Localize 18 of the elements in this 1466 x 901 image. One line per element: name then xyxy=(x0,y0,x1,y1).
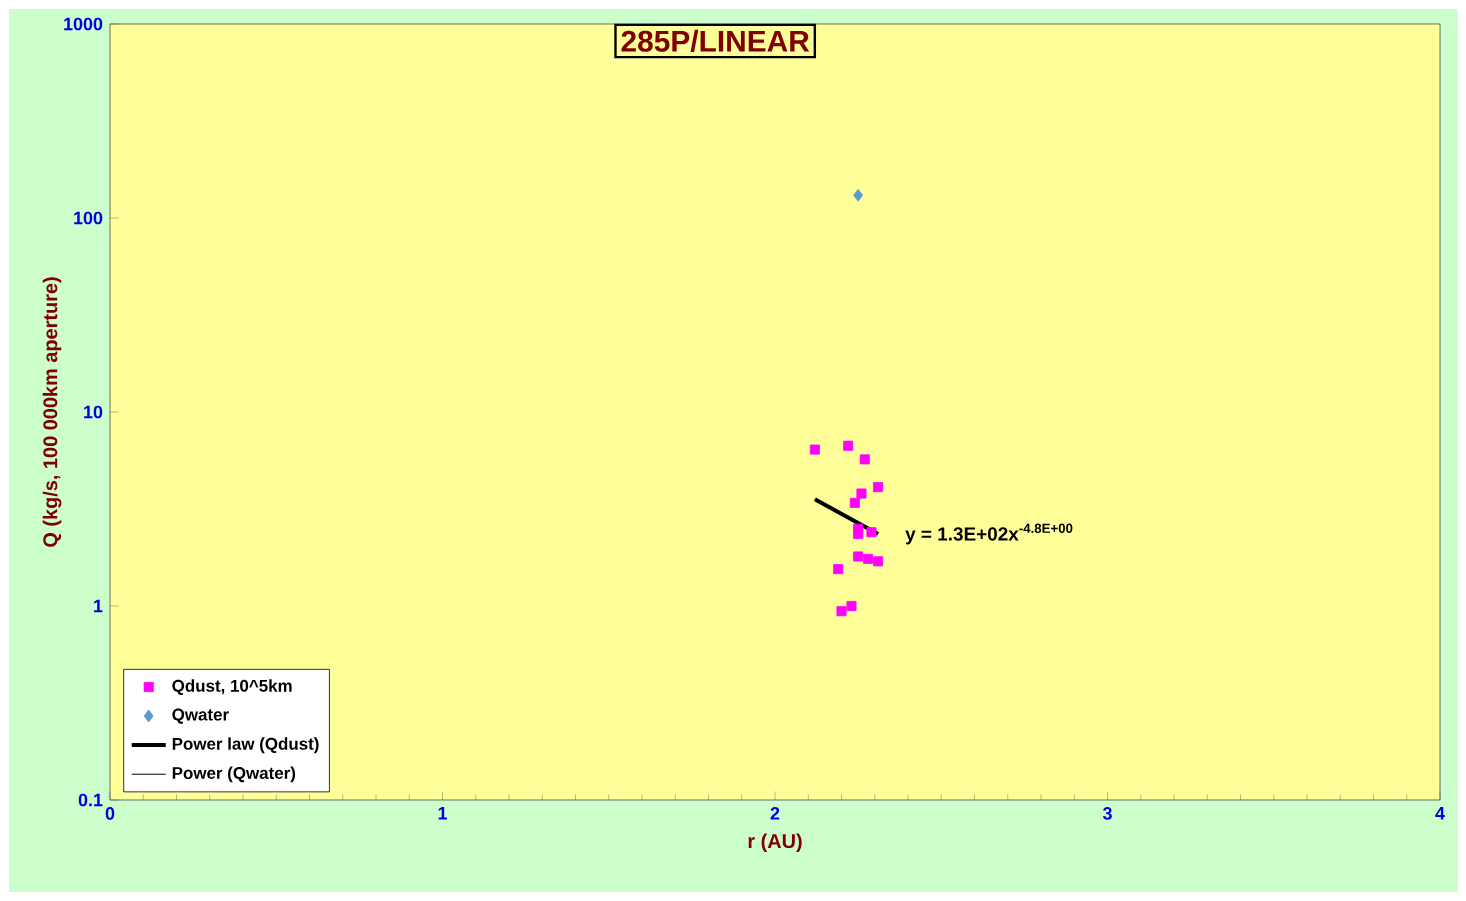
legend-label: Power (Qwater) xyxy=(172,766,296,783)
y-tick-label: 1 xyxy=(94,599,103,613)
legend-label: Qwater xyxy=(172,708,229,724)
x-tick-label: 3 xyxy=(1102,807,1112,820)
legend-label: Qdust, 10^5km xyxy=(172,679,292,695)
x-tick-label: 2 xyxy=(770,807,780,820)
x-tick-label: 0 xyxy=(105,807,115,820)
legend-label: Power law (Qdust) xyxy=(172,737,319,754)
y-tick-label: 1000 xyxy=(64,17,103,31)
annotation: y = 1.3E+02x$^{-4.8E+00}$ xyxy=(905,523,1073,545)
chart-title: 285P/LINEAR xyxy=(621,29,810,53)
y-tick-label: 100 xyxy=(74,211,103,225)
y-tick-label: 0.1 xyxy=(78,793,103,807)
x-tick-label: 1 xyxy=(438,807,447,820)
y-tick-label: 10 xyxy=(84,405,103,419)
x-axis-title: r (AU) xyxy=(748,833,802,853)
y-axis-title: Q (kg/s, 100 000km aperture) xyxy=(42,277,62,547)
x-tick-label: 4 xyxy=(1435,807,1445,820)
